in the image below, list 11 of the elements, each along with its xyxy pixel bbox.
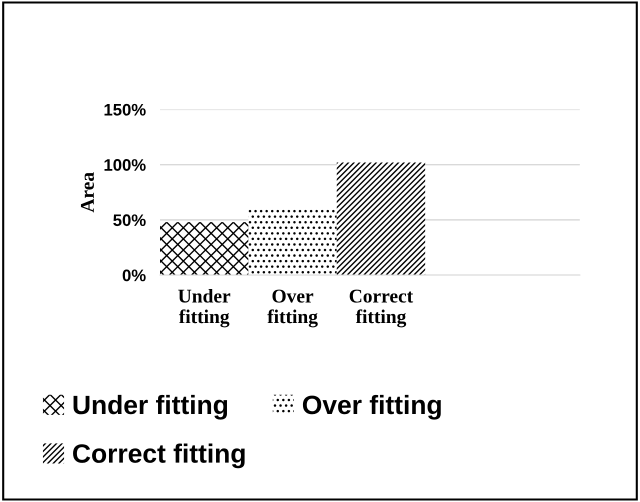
y-tick-label: 50% [113,214,146,226]
legend-label: Correct fitting [73,443,245,468]
x-tick-label: Under fitting [178,288,230,328]
legend-label: Over fitting [302,394,441,420]
y-tick-label: 150% [104,104,146,116]
legend-label: Under fitting [74,394,228,420]
y-axis-title: Area [80,172,94,212]
x-tick-label: Correct fitting [350,290,414,328]
y-tick-label: 100% [104,159,146,171]
y-tick-label: 0% [122,269,146,282]
x-tick-label: Over fitting [267,290,318,328]
